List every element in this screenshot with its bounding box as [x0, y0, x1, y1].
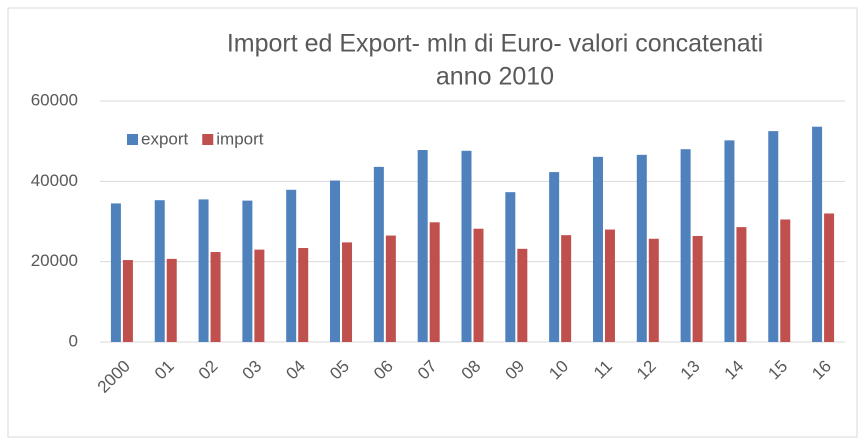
- bar: [385, 235, 396, 342]
- bar: [254, 249, 265, 342]
- bar: [549, 172, 560, 342]
- bar: [505, 192, 516, 342]
- bar: [724, 140, 735, 342]
- bar: [330, 180, 341, 342]
- bar: [286, 189, 297, 342]
- bar: [461, 150, 472, 342]
- bar: [110, 203, 121, 342]
- bar: [298, 248, 309, 342]
- bar: [692, 235, 703, 342]
- bar: [636, 154, 647, 342]
- bar: [122, 260, 133, 342]
- bar: [473, 228, 484, 342]
- legend-swatch: [202, 134, 214, 145]
- bar: [198, 199, 209, 342]
- legend-label: export: [141, 129, 189, 148]
- bar: [210, 252, 221, 342]
- bar: [517, 248, 528, 342]
- y-tick-label: 0: [69, 331, 78, 350]
- bar: [812, 126, 823, 342]
- bar: [154, 200, 165, 342]
- y-tick-label: 60000: [31, 90, 78, 109]
- bar: [373, 166, 384, 342]
- bar: [561, 235, 572, 342]
- bar: [242, 200, 253, 342]
- y-tick-label: 40000: [31, 171, 78, 190]
- bar: [342, 242, 353, 342]
- bar: [166, 258, 177, 342]
- bar: [648, 238, 659, 342]
- bar: [417, 150, 428, 342]
- chart-title: anno 2010: [436, 63, 554, 91]
- bar: [824, 213, 835, 342]
- chart-title: Import ed Export- mln di Euro- valori co…: [227, 30, 763, 58]
- bar: [680, 149, 691, 342]
- bar: [780, 219, 791, 342]
- bar: [604, 229, 615, 342]
- bar: [429, 222, 440, 342]
- y-tick-label: 20000: [31, 251, 78, 270]
- legend-label: import: [216, 129, 264, 148]
- bar: [592, 156, 603, 342]
- bar: [736, 227, 747, 342]
- bar: [768, 131, 779, 342]
- legend-swatch: [127, 134, 138, 145]
